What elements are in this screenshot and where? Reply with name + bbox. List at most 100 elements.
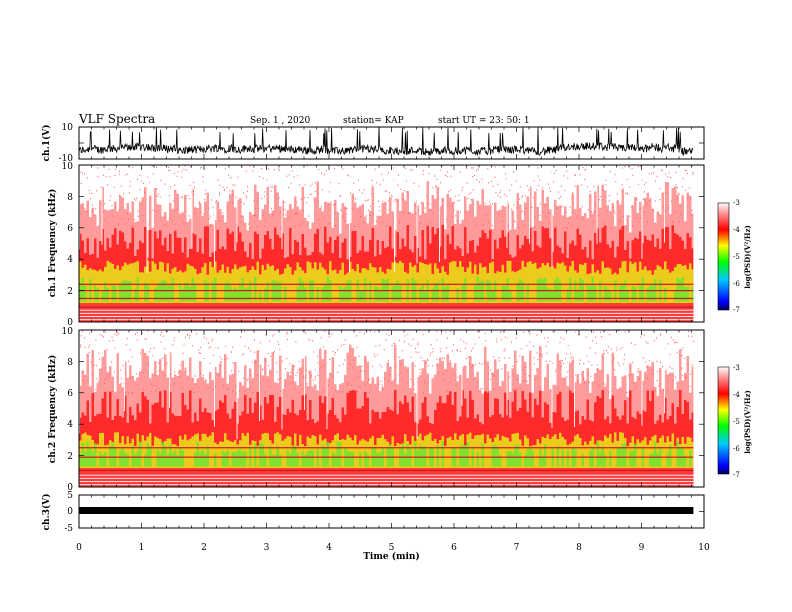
spec-speckle: [579, 363, 580, 365]
spec-speckle: [662, 206, 664, 208]
spec-speckle: [249, 227, 251, 229]
spec-green-cell: [414, 442, 417, 467]
spec-pink-cell: [194, 382, 197, 413]
spec-pink-cell: [224, 222, 227, 250]
spec-pink-cell: [516, 192, 519, 235]
spec-speckle: [142, 220, 144, 222]
spec-green-cell: [476, 452, 479, 467]
spec-speckle: [155, 385, 157, 387]
spec-speckle: [654, 200, 656, 202]
spec-pink-cell: [254, 184, 257, 232]
spec-pink-cell: [569, 362, 572, 391]
spec-speckle: [97, 175, 99, 178]
spec-green-cell: [431, 288, 434, 302]
spec-speckle: [225, 222, 227, 225]
spec-speckle: [279, 349, 281, 351]
spec-pink-cell: [166, 377, 169, 423]
spec-speckle: [179, 376, 181, 378]
spec-pink-cell: [119, 195, 122, 231]
spec-speckle: [422, 173, 424, 175]
spec-speckle: [102, 200, 104, 202]
spec-speckle: [251, 361, 253, 363]
spec-speckle: [398, 174, 399, 176]
spec-yellow-cell: [511, 433, 514, 469]
spec-speckle: [375, 345, 377, 347]
spec-speckle: [117, 223, 119, 225]
spec-speckle: [587, 209, 589, 211]
spec-green-cell: [676, 441, 679, 467]
spec-speckle: [581, 206, 583, 208]
spec-pink-cell: [424, 360, 427, 397]
spec-yellow-cell: [671, 270, 674, 304]
spec-speckle: [80, 182, 82, 185]
spec-speckle: [162, 389, 164, 391]
spec-green-cell: [359, 452, 362, 467]
spec-pink-cell: [114, 391, 117, 416]
spec-speckle: [398, 356, 400, 359]
spec-white-streak: [101, 165, 103, 245]
spec-pink-cell: [109, 366, 112, 392]
spec-pink-cell: [684, 221, 687, 249]
spec-speckle: [571, 356, 573, 358]
spec-pink-cell: [559, 205, 562, 248]
spec-red-cell: [104, 391, 107, 487]
spec-speckle: [652, 369, 653, 371]
spec-pink-cell: [481, 188, 484, 231]
spec-speckle: [99, 334, 101, 336]
spec-speckle: [481, 363, 483, 365]
spec-pink-cell: [331, 357, 334, 398]
spec-speckle: [658, 385, 660, 387]
spec-speckle: [180, 176, 182, 179]
spec-speckle: [569, 226, 571, 228]
spec-speckle: [391, 345, 393, 347]
spec-green-cell: [316, 449, 319, 467]
spec-speckle: [189, 337, 191, 339]
spec-green-cell: [419, 445, 422, 467]
spec-pink-cell: [364, 355, 367, 392]
spec-speckle: [230, 177, 232, 179]
spec-green-cell: [374, 286, 377, 302]
spec-pink-cell: [641, 205, 644, 244]
spec-pink-cell: [99, 368, 102, 414]
spec-speckle: [569, 206, 571, 208]
spec-yellow-cell: [279, 434, 282, 469]
spec-speckle: [590, 375, 592, 377]
spec-speckle: [275, 362, 277, 364]
spec-speckle: [317, 374, 319, 376]
spec-green-cell: [136, 451, 139, 467]
spec-speckle: [624, 331, 626, 333]
spec-speckle: [319, 347, 321, 350]
spec-pink-cell: [141, 197, 144, 243]
spec-speckle: [505, 178, 507, 180]
spec-pink-cell: [149, 378, 152, 424]
spec-yellow-cell: [334, 434, 337, 469]
spec-speckle: [151, 390, 152, 393]
spec-yellow-cell: [514, 272, 517, 304]
spec-green-cell: [509, 289, 512, 302]
spec-green-cell: [274, 454, 277, 467]
spec-speckle: [182, 352, 184, 355]
spec-speckle: [457, 220, 459, 222]
spec-speckle: [611, 360, 613, 363]
spec-pink-cell: [454, 363, 457, 393]
spec-speckle: [656, 175, 658, 177]
spec-pink-cell: [689, 195, 692, 238]
ch1-ytick-0: 0: [67, 318, 73, 328]
spec-pink-cell: [659, 214, 662, 249]
spec-pink-cell: [446, 354, 449, 395]
spec-speckle: [382, 388, 384, 391]
spec-pink-cell: [484, 205, 487, 234]
spec-speckle: [496, 341, 498, 343]
spec-yellow-cell: [606, 437, 609, 469]
spec-speckle: [297, 175, 299, 177]
spec-speckle: [295, 374, 297, 377]
spec-yellow-cell: [141, 435, 144, 469]
spec-speckle: [647, 221, 648, 223]
figure-title: VLF Spectra: [78, 112, 155, 126]
spec-yellow-cell: [264, 269, 267, 304]
spec-speckle: [688, 330, 690, 333]
spec-yellow-cell: [204, 433, 207, 469]
spec-yellow-cell: [509, 261, 512, 304]
spec-green-cell: [631, 285, 634, 302]
spec-yellow-cell: [421, 262, 424, 304]
